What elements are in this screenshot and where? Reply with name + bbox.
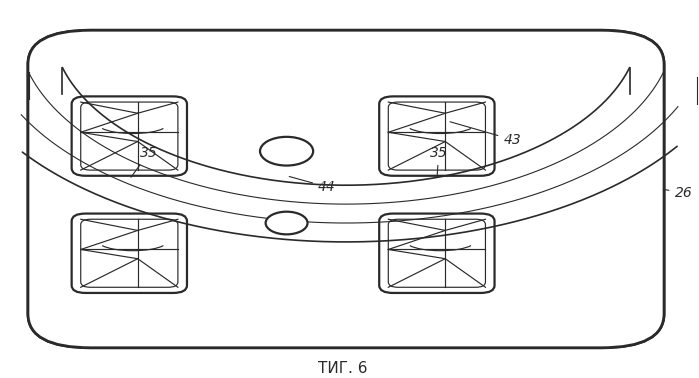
FancyBboxPatch shape: [379, 214, 495, 293]
Circle shape: [260, 137, 313, 166]
Text: 43: 43: [450, 122, 521, 147]
FancyBboxPatch shape: [71, 214, 187, 293]
FancyBboxPatch shape: [379, 96, 495, 176]
Text: 35: 35: [131, 146, 157, 177]
Text: 26: 26: [663, 186, 692, 200]
Circle shape: [266, 212, 308, 234]
FancyBboxPatch shape: [28, 30, 664, 348]
FancyBboxPatch shape: [71, 96, 187, 176]
Text: 35: 35: [430, 146, 447, 177]
FancyBboxPatch shape: [28, 30, 664, 348]
Text: 44: 44: [289, 177, 336, 194]
Text: ΤИГ. 6: ΤИГ. 6: [318, 361, 367, 376]
